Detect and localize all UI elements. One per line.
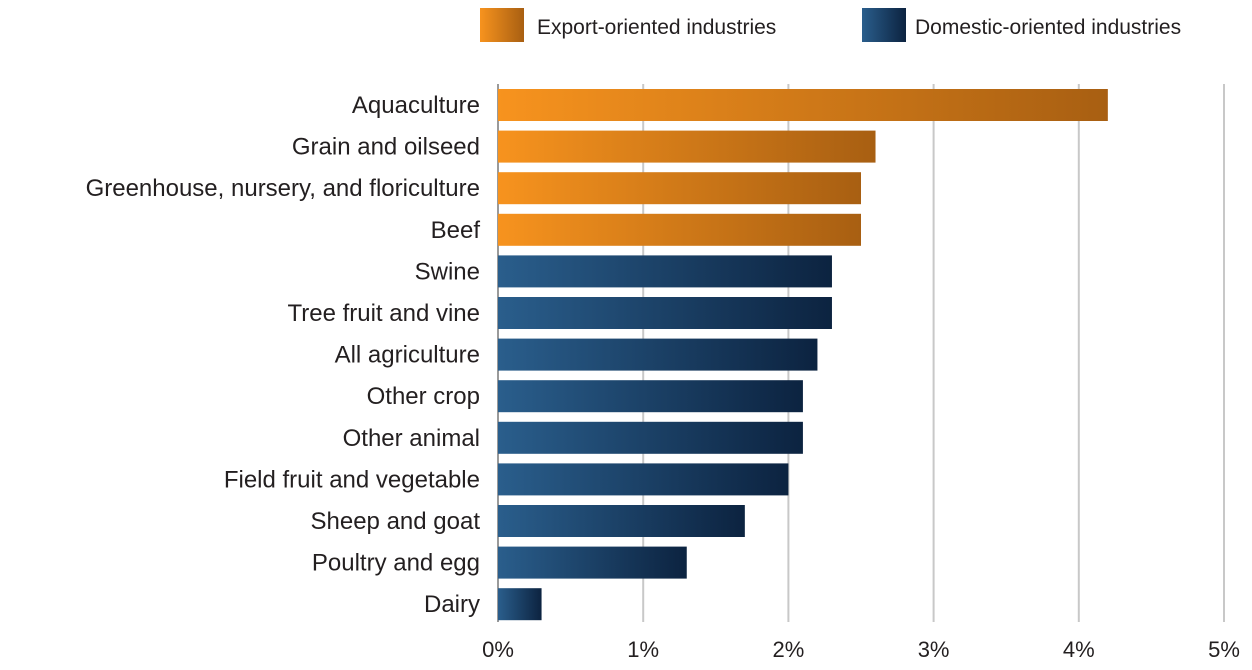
category-label: Other animal [343, 425, 480, 452]
bar-grain-and-oilseed [498, 130, 876, 163]
category-label: Beef [431, 217, 481, 244]
bar-beef [498, 213, 861, 246]
legend: Export-oriented industries Domestic-orie… [480, 8, 1181, 42]
x-tick-label: 1% [627, 637, 659, 662]
x-axis-tick-labels: 0% 1% 2% 3% 4% 5% [482, 637, 1240, 662]
legend-swatch-export [480, 8, 524, 42]
bar-all-agriculture [498, 338, 818, 371]
bar-aquaculture [498, 89, 1108, 121]
category-label: Swine [415, 258, 480, 285]
x-tick-label: 2% [773, 637, 805, 662]
x-tick-label: 3% [918, 637, 950, 662]
category-axis-labels: Aquaculture Grain and oilseed Greenhouse, … [86, 92, 481, 618]
bar-tree-fruit-and-vine [498, 297, 832, 329]
x-tick-label: 0% [482, 637, 514, 662]
category-label: Sheep and goat [311, 508, 481, 535]
bar-poultry-and-egg [498, 546, 687, 579]
bar-greenhouse-nursery-and-floriculture [498, 172, 861, 205]
bars [498, 89, 1108, 621]
bar-swine [498, 255, 832, 288]
x-tick-label: 5% [1208, 637, 1240, 662]
category-label: All agriculture [335, 342, 480, 369]
category-label: Tree fruit and vine [287, 300, 480, 327]
bar-other-crop [498, 380, 803, 413]
category-label: Greenhouse, nursery, and floriculture [86, 175, 480, 202]
legend-label-domestic: Domestic-oriented industries [915, 16, 1181, 39]
category-label: Aquaculture [352, 92, 480, 119]
bar-other-animal [498, 421, 803, 454]
bar-field-fruit-and-vegetable [498, 463, 789, 496]
legend-label-export: Export-oriented industries [537, 16, 776, 39]
bar-sheep-and-goat [498, 505, 745, 537]
category-label: Other crop [367, 383, 480, 410]
category-label: Dairy [424, 591, 480, 618]
legend-swatch-domestic [862, 8, 906, 42]
category-label: Poultry and egg [312, 550, 480, 577]
category-label: Field fruit and vegetable [224, 466, 480, 493]
x-tick-label: 4% [1063, 637, 1095, 662]
category-label: Grain and oilseed [292, 134, 480, 161]
bar-dairy [498, 588, 542, 621]
